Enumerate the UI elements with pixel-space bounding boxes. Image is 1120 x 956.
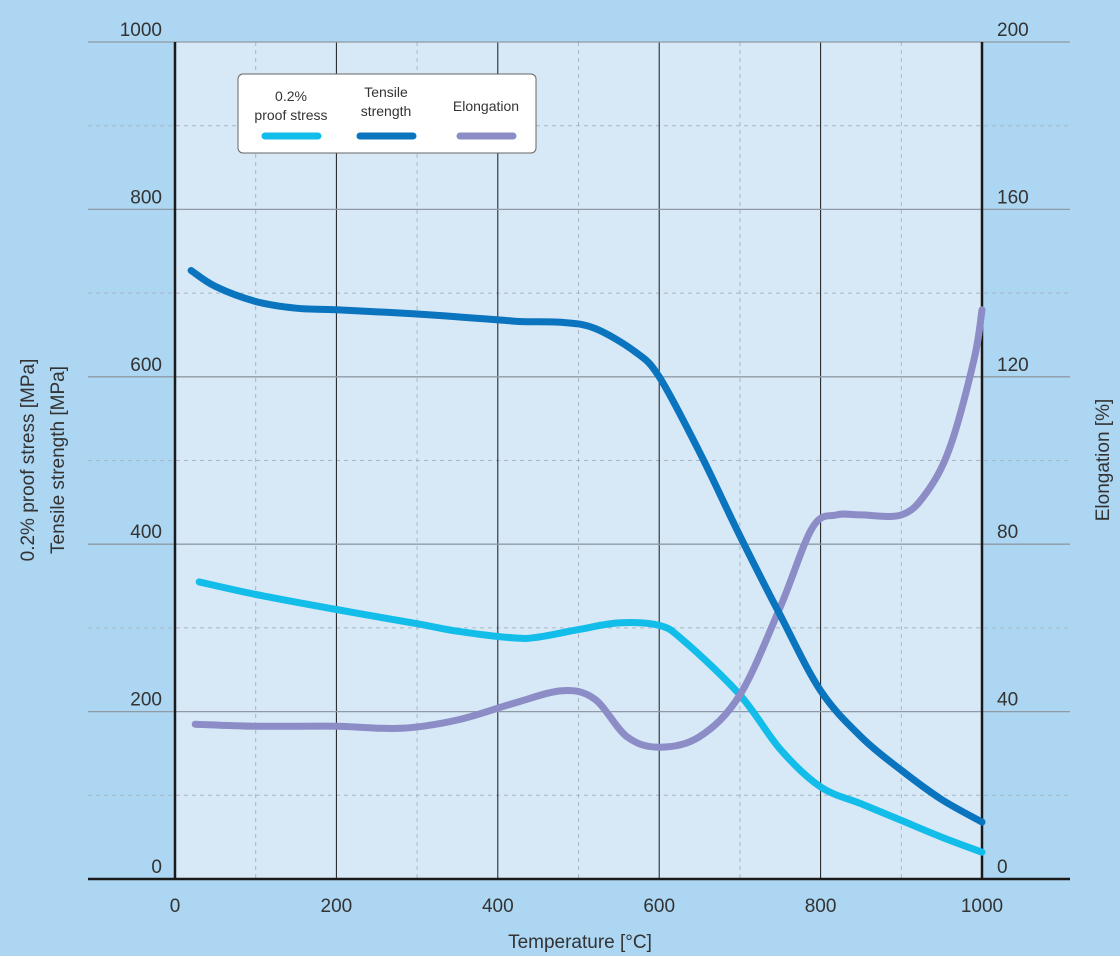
series-line-0-2-proof-stress bbox=[195, 578, 986, 856]
legend-label-proof-stress-line1: 0.2% bbox=[275, 88, 307, 104]
y-left-axis-title-line1: 0.2% proof stress [MPa] bbox=[18, 359, 39, 562]
y-right-tick-label: 0 bbox=[997, 857, 1008, 878]
y-left-tick-label: 800 bbox=[130, 187, 162, 208]
y-left-tick-label: 1000 bbox=[120, 20, 162, 41]
legend-label-tensile-strength-line1: Tensile bbox=[364, 84, 408, 100]
y-right-axis-title: Elongation [%] bbox=[1093, 399, 1114, 522]
x-tick-label: 200 bbox=[321, 896, 353, 917]
x-tick-label: 600 bbox=[643, 896, 675, 917]
y-left-tick-label: 0 bbox=[151, 857, 162, 878]
y-left-tick-label: 200 bbox=[130, 690, 162, 711]
x-tick-label: 1000 bbox=[961, 896, 1003, 917]
legend: 0.2% proof stress Tensile strength Elong… bbox=[237, 73, 537, 154]
legend-label-proof-stress-line2: proof stress bbox=[254, 107, 327, 123]
y-right-tick-label: 120 bbox=[997, 355, 1029, 376]
tick-labels: 0 200 400 600 800 1000 0 200 400 600 800 1000 0 40 80 1… bbox=[120, 20, 1029, 917]
y-left-tick-label: 600 bbox=[130, 355, 162, 376]
series-line-elongation bbox=[191, 306, 986, 751]
y-left-tick-label: 400 bbox=[130, 522, 162, 543]
y-left-axis-title-line2: Tensile strength [MPa] bbox=[48, 366, 69, 554]
y-right-tick-label: 40 bbox=[997, 690, 1018, 711]
x-axis-title: Temperature [°C] bbox=[508, 932, 652, 953]
y-right-tick-label: 200 bbox=[997, 20, 1029, 41]
series-line-tensile-strength bbox=[187, 267, 986, 826]
plot-frame bbox=[88, 42, 1070, 881]
legend-label-elongation: Elongation bbox=[453, 98, 519, 114]
x-tick-label: 800 bbox=[805, 896, 837, 917]
x-tick-label: 0 bbox=[170, 896, 181, 917]
y-right-tick-label: 160 bbox=[997, 187, 1029, 208]
minor-gridlines bbox=[88, 42, 1070, 879]
series-layer bbox=[187, 267, 986, 856]
major-gridlines bbox=[88, 41, 1070, 879]
x-tick-label: 400 bbox=[482, 896, 514, 917]
legend-label-tensile-strength-line2: strength bbox=[361, 103, 412, 119]
y-right-tick-label: 80 bbox=[997, 522, 1018, 543]
